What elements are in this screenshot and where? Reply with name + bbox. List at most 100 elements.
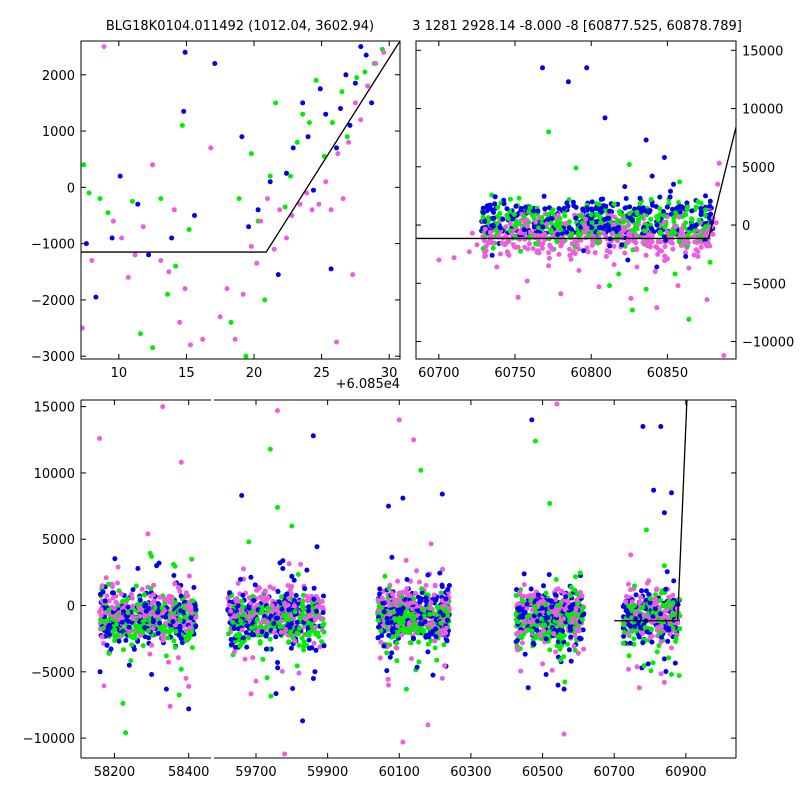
data-point-pink (428, 605, 434, 611)
data-point-green (480, 214, 486, 220)
data-point-pink (555, 212, 561, 218)
data-point-blue (363, 52, 369, 58)
data-point-blue (708, 211, 714, 217)
data-point-blue (306, 637, 312, 643)
data-point-pink (639, 235, 645, 241)
data-point-green (129, 642, 135, 648)
data-point-blue (633, 592, 639, 598)
data-point-pink (483, 248, 489, 254)
data-point-pink (265, 594, 271, 600)
data-point-pink (110, 218, 116, 224)
data-point-green (296, 642, 302, 648)
data-point-pink (544, 221, 550, 227)
data-point-blue (312, 669, 318, 675)
data-point-blue (228, 642, 234, 648)
data-point-green (279, 594, 284, 600)
data-point-pink (552, 611, 558, 616)
data-point-blue (157, 620, 163, 626)
data-point-blue (559, 628, 565, 634)
data-point-blue (142, 603, 148, 609)
data-point-blue (540, 65, 545, 71)
data-point-green (432, 645, 438, 651)
data-point-pink (522, 618, 528, 624)
bottom-data (97, 400, 688, 757)
data-point-pink (304, 190, 310, 196)
data-point-blue (343, 72, 349, 78)
y-tick-label: −10000 (742, 336, 794, 351)
data-point-pink (440, 566, 445, 572)
data-point-green (542, 632, 548, 638)
data-point-pink (721, 353, 727, 358)
data-point-green (165, 291, 170, 297)
data-point-green (626, 653, 632, 659)
data-point-pink (705, 227, 710, 233)
data-point-blue (444, 617, 450, 623)
data-point-green (306, 120, 312, 126)
data-point-pink (537, 633, 543, 639)
data-point-green (146, 628, 152, 633)
data-point-green (632, 603, 638, 608)
data-point-green (173, 263, 179, 269)
data-point-blue (271, 621, 277, 626)
data-point-green (81, 162, 87, 168)
data-point-green (184, 632, 190, 638)
data-point-pink (628, 587, 634, 593)
data-point-pink (285, 602, 291, 608)
data-point-blue (246, 224, 252, 230)
data-point-pink (417, 579, 422, 585)
data-point-green (163, 628, 169, 634)
data-point-blue (321, 643, 327, 649)
data-point-blue (212, 61, 218, 66)
data-point-green (265, 605, 271, 611)
data-point-pink (571, 643, 577, 649)
data-point-green (148, 586, 154, 592)
data-point-blue (293, 593, 299, 598)
data-point-blue (580, 627, 586, 633)
data-point-blue (578, 224, 584, 230)
data-point-pink (649, 239, 655, 245)
data-point-pink (389, 591, 395, 597)
data-point-green (136, 626, 142, 632)
data-point-pink (524, 278, 530, 284)
data-point-blue (163, 686, 169, 692)
data-point-blue (231, 626, 237, 632)
data-point-green (427, 611, 433, 617)
data-point-green (425, 625, 431, 631)
data-point-green (629, 608, 635, 614)
data-point-pink (128, 591, 134, 597)
data-point-blue (444, 638, 450, 644)
data-point-blue (313, 647, 319, 653)
data-point-blue (650, 614, 656, 620)
x-tick-label: 58200 (94, 765, 135, 780)
data-point-blue (621, 633, 627, 639)
data-point-pink (531, 592, 537, 598)
data-point-green (676, 673, 682, 679)
data-point-blue (130, 587, 136, 593)
data-point-blue (588, 215, 594, 221)
data-point-pink (596, 284, 602, 290)
data-point-pink (494, 264, 500, 270)
data-point-pink (540, 233, 545, 238)
data-point-blue (306, 604, 312, 610)
data-point-green (636, 219, 641, 224)
data-point-green (403, 686, 409, 692)
data-point-pink (546, 255, 552, 261)
data-point-blue (573, 215, 579, 221)
data-point-green (542, 622, 548, 628)
data-point-green (558, 227, 564, 233)
y-tick-label: 0 (67, 181, 75, 196)
y-tick-label: 15000 (742, 44, 783, 59)
data-point-blue (388, 619, 394, 625)
data-point-pink (643, 252, 649, 258)
data-point-pink (647, 243, 653, 249)
data-point-green (634, 209, 640, 215)
data-point-green (512, 223, 518, 229)
data-point-blue (561, 206, 567, 212)
data-point-green (554, 643, 560, 649)
data-point-blue (425, 649, 431, 655)
data-point-blue (423, 599, 429, 605)
data-point-blue (698, 206, 704, 211)
data-point-blue (377, 586, 383, 592)
data-point-blue (177, 626, 183, 632)
data-point-pink (112, 615, 118, 620)
